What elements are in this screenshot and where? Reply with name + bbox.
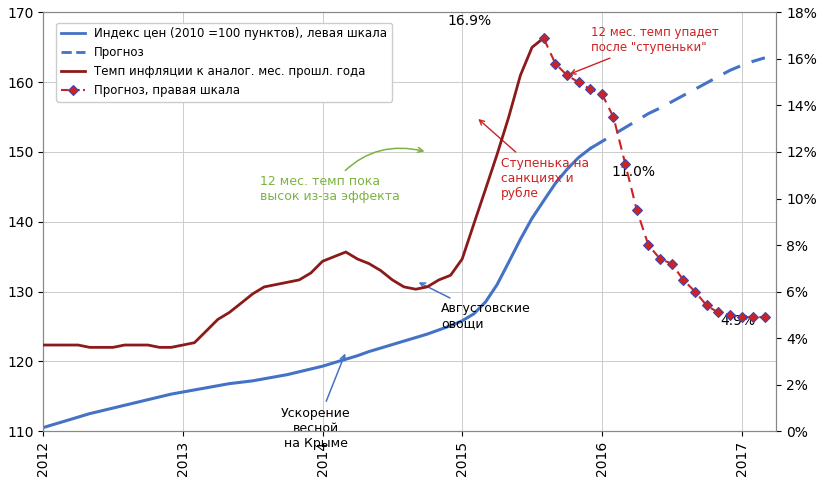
Text: Ступенька на
санкциях и
рубле: Ступенька на санкциях и рубле xyxy=(480,120,589,200)
Text: Августовские
овощи: Августовские овощи xyxy=(420,283,531,330)
Text: 16.9%: 16.9% xyxy=(447,14,491,28)
Text: 12 мес. темп упадет
после "ступеньки": 12 мес. темп упадет после "ступеньки" xyxy=(571,26,719,74)
Text: Ускорение
весной
на Крыме: Ускорение весной на Крыме xyxy=(281,355,350,450)
Text: 12 мес. темп пока
высок из-за эффекта: 12 мес. темп пока высок из-за эффекта xyxy=(260,147,423,203)
Text: 4.9%: 4.9% xyxy=(721,313,756,327)
Legend: Индекс цен (2010 =100 пунктов), левая шкала, Прогноз, Темп инфляции к аналог. ме: Индекс цен (2010 =100 пунктов), левая шк… xyxy=(56,23,392,102)
Text: 11.0%: 11.0% xyxy=(611,165,656,179)
